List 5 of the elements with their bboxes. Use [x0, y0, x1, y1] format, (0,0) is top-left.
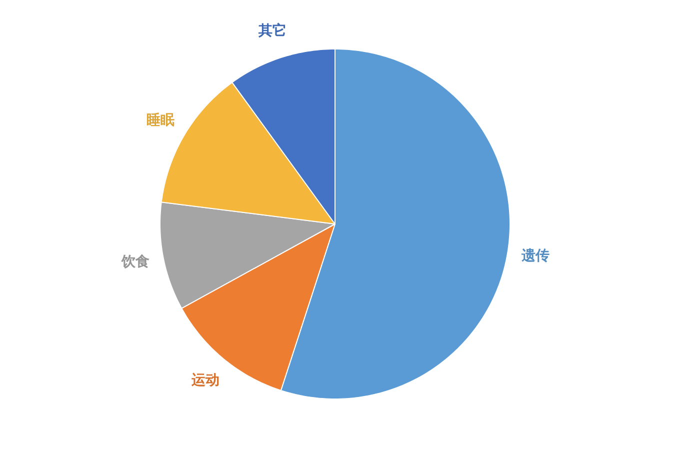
- slice-label: 睡眠: [146, 112, 174, 129]
- slice-label: 运动: [190, 372, 220, 388]
- slice-label: 饮食: [120, 254, 150, 270]
- slice-label: 遗传: [520, 248, 550, 264]
- slice-label: 其它: [257, 22, 286, 39]
